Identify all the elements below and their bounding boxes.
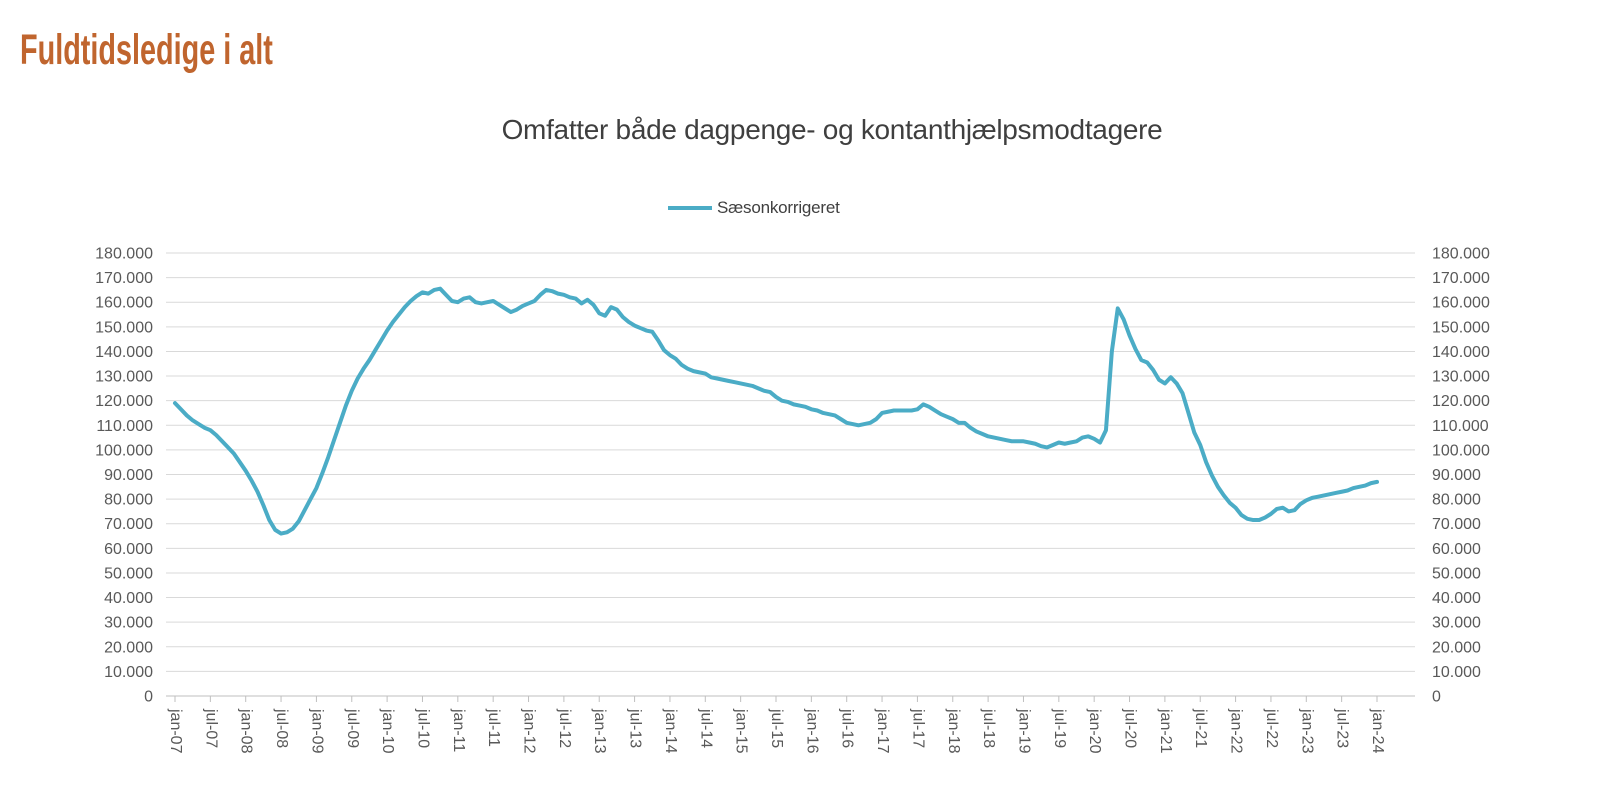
x-axis-label: jan-12 xyxy=(521,708,538,754)
x-axis-labels: jan-07 jul-07 jan-08 jul-08 jan-09 jul-09 jan-… xyxy=(167,708,1386,754)
y-axis-label-left: 180.000 xyxy=(95,246,153,263)
x-axis-label: jul-13 xyxy=(627,708,644,748)
y-axis-label-left: 20.000 xyxy=(104,639,153,656)
x-axis-label: jul-20 xyxy=(1122,708,1139,748)
x-axis-label: jan-24 xyxy=(1369,708,1386,754)
y-axis-label-right: 70.000 xyxy=(1432,516,1481,533)
x-axis-label: jul-11 xyxy=(485,708,502,747)
y-axis-labels-left: 0 10.000 20.000 30.000 40.000 50.000 60.000 70.… xyxy=(95,246,153,706)
y-axis-label-right: 130.000 xyxy=(1432,369,1490,386)
y-axis-label-right: 60.000 xyxy=(1432,541,1481,558)
x-axis-label: jan-22 xyxy=(1228,708,1245,754)
x-axis-label: jul-14 xyxy=(697,708,714,748)
y-axis-label-left: 50.000 xyxy=(104,565,153,582)
x-axis-label: jan-20 xyxy=(1086,708,1103,754)
x-axis-label: jan-15 xyxy=(733,708,750,754)
y-axis-label-right: 40.000 xyxy=(1432,590,1481,607)
x-axis-label: jul-21 xyxy=(1192,708,1209,748)
y-axis-label-right: 140.000 xyxy=(1432,344,1490,361)
y-axis-label-right: 110.000 xyxy=(1432,418,1489,435)
x-axis-label: jul-19 xyxy=(1051,708,1068,748)
legend-label: Sæsonkorrigeret xyxy=(717,198,840,217)
y-axis-label-right: 170.000 xyxy=(1432,270,1490,287)
y-axis-label-left: 150.000 xyxy=(95,319,153,336)
y-axis-label-right: 30.000 xyxy=(1432,615,1481,632)
y-axis-label-right: 50.000 xyxy=(1432,565,1481,582)
y-axis-label-left: 120.000 xyxy=(95,393,153,410)
y-axis-label-right: 150.000 xyxy=(1432,319,1490,336)
x-axis-label: jan-07 xyxy=(167,708,184,754)
x-axis-label: jul-09 xyxy=(344,708,361,748)
chart-subtitle: Omfatter både dagpenge- og kontanthjælps… xyxy=(501,114,1163,145)
x-axis-label: jul-23 xyxy=(1334,708,1351,748)
y-axis-label-left: 60.000 xyxy=(104,541,153,558)
x-axis-label: jul-22 xyxy=(1263,708,1280,748)
legend-line-marker xyxy=(668,206,712,210)
y-axis-label-left: 30.000 xyxy=(104,615,153,632)
x-axis-label: jul-15 xyxy=(768,708,785,748)
y-axis-label-right: 10.000 xyxy=(1432,664,1481,681)
series-line-saesonkorrigeret xyxy=(173,286,1379,536)
y-axis-label-right: 20.000 xyxy=(1432,639,1481,656)
y-axis-label-right: 180.000 xyxy=(1432,246,1490,263)
y-axis-label-left: 80.000 xyxy=(104,492,153,509)
x-axis-label: jul-17 xyxy=(909,708,926,748)
y-axis-label-right: 100.000 xyxy=(1432,442,1490,459)
y-axis-label-right: 90.000 xyxy=(1432,467,1481,484)
x-axis-label: jul-16 xyxy=(839,708,856,748)
y-axis-label-right: 0 xyxy=(1432,689,1441,706)
x-axis-label: jan-09 xyxy=(308,708,325,754)
x-axis-label: jan-17 xyxy=(874,708,891,754)
x-axis-label: jul-12 xyxy=(556,708,573,748)
x-axis-label: jan-08 xyxy=(238,708,255,754)
x-axis-label: jan-11 xyxy=(450,708,467,752)
y-axis-label-left: 130.000 xyxy=(95,369,153,386)
y-axis-label-left: 170.000 xyxy=(95,270,153,287)
x-axis-label: jan-21 xyxy=(1157,708,1174,754)
y-axis-label-left: 100.000 xyxy=(95,442,153,459)
y-axis-label-right: 80.000 xyxy=(1432,492,1481,509)
y-axis-label-left: 10.000 xyxy=(104,664,153,681)
page-title: Fuldtidsledige i alt xyxy=(20,26,273,74)
y-axis-label-left: 160.000 xyxy=(95,295,153,312)
x-axis-label: jan-10 xyxy=(379,708,396,754)
x-axis-label: jan-16 xyxy=(803,708,820,754)
y-axis-label-left: 140.000 xyxy=(95,344,153,361)
x-axis-label: jul-18 xyxy=(980,708,997,748)
gridlines xyxy=(166,252,1415,697)
y-axis-label-left: 40.000 xyxy=(104,590,153,607)
x-axis xyxy=(166,695,1415,702)
x-axis-label: jul-10 xyxy=(414,708,431,748)
x-axis-label: jan-19 xyxy=(1015,708,1032,754)
x-axis-label: jan-23 xyxy=(1298,708,1315,754)
y-axis-label-right: 160.000 xyxy=(1432,295,1490,312)
y-axis-label-left: 90.000 xyxy=(104,467,153,484)
x-axis-label: jan-13 xyxy=(591,708,608,754)
legend: Sæsonkorrigeret xyxy=(668,198,840,218)
x-axis-label: jan-18 xyxy=(945,708,962,754)
y-axis-labels-right: 0 10.000 20.000 30.000 40.000 50.000 60.000 70.… xyxy=(1432,246,1490,706)
y-axis-label-left: 110.000 xyxy=(96,418,153,435)
x-axis-label: jul-07 xyxy=(202,708,219,748)
y-axis-label-left: 70.000 xyxy=(104,516,153,533)
y-axis-label-left: 0 xyxy=(144,689,153,706)
x-axis-label: jul-08 xyxy=(273,708,290,748)
x-axis-label: jan-14 xyxy=(662,708,679,754)
y-axis-label-right: 120.000 xyxy=(1432,393,1490,410)
